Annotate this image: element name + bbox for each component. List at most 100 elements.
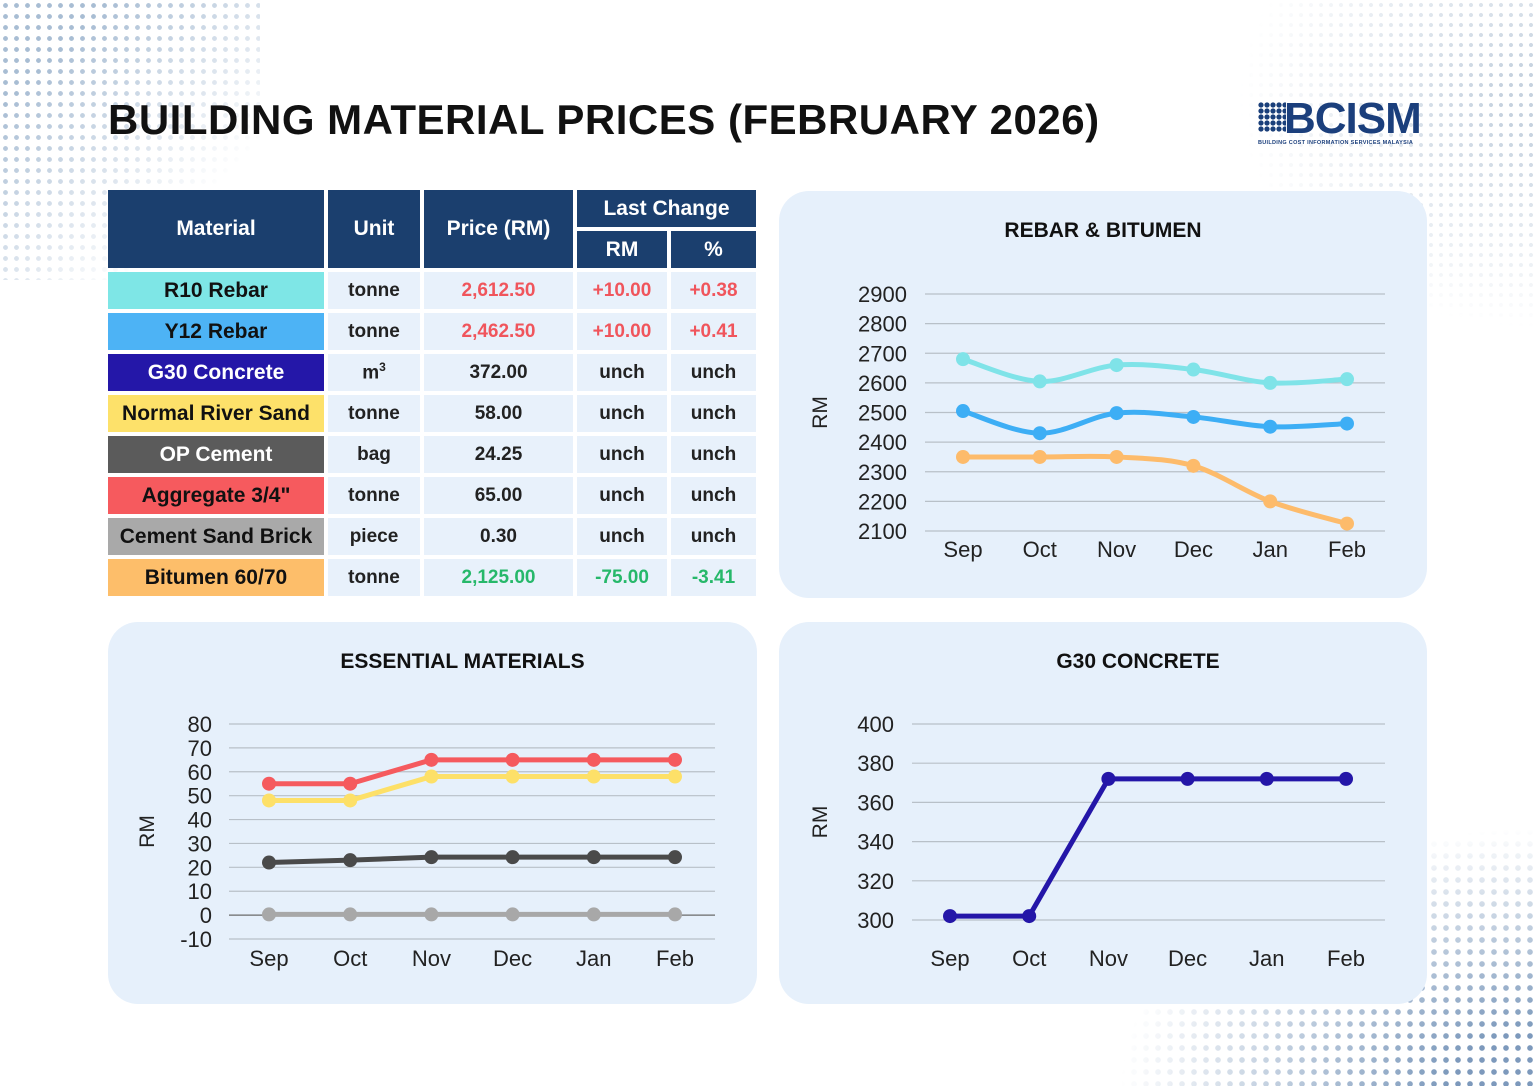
data-point: [1032, 449, 1047, 464]
unit-cell: bag: [328, 436, 420, 473]
data-point: [262, 907, 276, 922]
y-tick-label: 70: [188, 736, 212, 761]
price-cell: 24.25: [424, 436, 573, 473]
change-pct-cell: unch: [671, 436, 756, 473]
header-unit: Unit: [328, 190, 420, 268]
table-row: Aggregate 3/4" tonne 65.00 unch unch: [108, 477, 756, 514]
data-point: [668, 907, 682, 922]
data-point: [1340, 372, 1354, 387]
table-row: OP Cement bag 24.25 unch unch: [108, 436, 756, 473]
y-tick-label: 2900: [858, 282, 907, 307]
x-tick-label: Feb: [1328, 537, 1366, 562]
data-point: [343, 853, 358, 868]
price-cell: 2,612.50: [424, 272, 573, 309]
x-tick-label: Sep: [943, 537, 982, 562]
series-line: [266, 757, 678, 787]
material-cell: G30 Concrete: [108, 354, 324, 391]
data-point: [956, 352, 970, 367]
table-row: Y12 Rebar tonne 2,462.50 +10.00 +0.41: [108, 313, 756, 350]
change-pct-cell: unch: [671, 395, 756, 432]
rebar-bitumen-chart: 2900 2800 2700 2600 2500 2400 2300 2200 2100 Sep O…: [809, 282, 1385, 562]
header-change-rm: RM: [577, 231, 667, 268]
data-point: [1259, 771, 1274, 786]
data-point: [956, 404, 970, 419]
page-title: BUILDING MATERIAL PRICES (FEBRUARY 2026): [108, 96, 1100, 143]
data-point: [424, 907, 439, 922]
y-tick-label: 2400: [858, 430, 907, 455]
data-point: [343, 907, 358, 922]
data-point: [668, 752, 682, 767]
g30-concrete-chart: 400 380 360 340 320 300 Sep Oct Nov Dec Jan Feb RM: [809, 712, 1385, 971]
change-rm-cell: unch: [577, 518, 667, 555]
y-tick-label: 2800: [858, 312, 907, 337]
price-cell: 372.00: [424, 354, 573, 391]
logo-text: BCISM: [1284, 94, 1422, 143]
series-line: [266, 854, 678, 866]
unit-cell: tonne: [328, 272, 420, 309]
header-material: Material: [108, 190, 324, 268]
g30-concrete-panel: G30 CONCRETE 400 380 360 340 320 300 Sep Oct Nov…: [779, 622, 1427, 1004]
data-point: [956, 449, 970, 464]
x-tick-label: Dec: [1168, 946, 1207, 971]
header-price: Price (RM): [424, 190, 573, 268]
x-tick-label: Feb: [656, 946, 694, 971]
price-cell: 2,125.00: [424, 559, 573, 596]
change-pct-cell: +0.38: [671, 272, 756, 309]
data-point: [262, 793, 276, 808]
data-point: [1186, 458, 1201, 473]
data-point: [343, 793, 358, 808]
data-point: [1340, 416, 1354, 431]
x-tick-label: Feb: [1327, 946, 1365, 971]
series-line: [960, 408, 1350, 436]
unit-cell: m3: [328, 354, 420, 391]
essential-materials-chart-title: ESSENTIAL MATERIALS: [340, 650, 585, 673]
x-tick-label: Jan: [576, 946, 611, 971]
data-point: [262, 776, 276, 791]
y-tick-label: -10: [180, 927, 212, 952]
y-tick-label: 340: [857, 830, 894, 855]
data-point: [668, 769, 682, 784]
price-cell: 58.00: [424, 395, 573, 432]
x-tick-label: Dec: [493, 946, 532, 971]
material-cell: Aggregate 3/4": [108, 477, 324, 514]
unit-cell: tonne: [328, 395, 420, 432]
change-pct-cell: unch: [671, 518, 756, 555]
data-point: [262, 855, 276, 870]
price-cell: 2,462.50: [424, 313, 573, 350]
data-point: [1101, 771, 1116, 786]
x-tick-label: Jan: [1249, 946, 1284, 971]
material-cell: Y12 Rebar: [108, 313, 324, 350]
x-tick-label: Nov: [412, 946, 451, 971]
data-point: [1109, 358, 1124, 373]
g30-concrete-chart-title: G30 CONCRETE: [1056, 650, 1220, 673]
table-row: Normal River Sand tonne 58.00 unch unch: [108, 395, 756, 432]
price-table-body: R10 Rebar tonne 2,612.50 +10.00 +0.38 Y12 Reb…: [108, 272, 756, 596]
unit-cell: tonne: [328, 313, 420, 350]
data-point: [424, 769, 439, 784]
data-point: [1340, 516, 1354, 531]
y-tick-label: 300: [857, 908, 894, 933]
data-point: [424, 752, 439, 767]
logo-dots-icon: [1258, 102, 1286, 132]
y-tick-label: 20: [188, 855, 212, 880]
data-point: [1032, 426, 1047, 441]
data-point: [505, 850, 520, 865]
y-tick-label: 2700: [858, 341, 907, 366]
change-rm-cell: unch: [577, 436, 667, 473]
data-point: [1180, 771, 1195, 786]
data-point: [586, 752, 601, 767]
y-tick-label: 40: [188, 808, 212, 833]
data-point: [586, 769, 601, 784]
x-tick-label: Nov: [1097, 537, 1136, 562]
data-point: [586, 907, 601, 922]
change-rm-cell: unch: [577, 395, 667, 432]
y-tick-label: 50: [188, 784, 212, 809]
price-table: Material Unit Price (RM) Last Change RM …: [104, 186, 760, 600]
series-line: [947, 776, 1349, 919]
bcism-logo: BCISM BUILDING COST INFORMATION SERVICES…: [1258, 94, 1430, 152]
rebar-bitumen-chart-title: REBAR & BITUMEN: [1004, 219, 1202, 242]
unit-cell: piece: [328, 518, 420, 555]
material-cell: R10 Rebar: [108, 272, 324, 309]
series-line: [960, 356, 1350, 386]
y-tick-label: 380: [857, 751, 894, 776]
